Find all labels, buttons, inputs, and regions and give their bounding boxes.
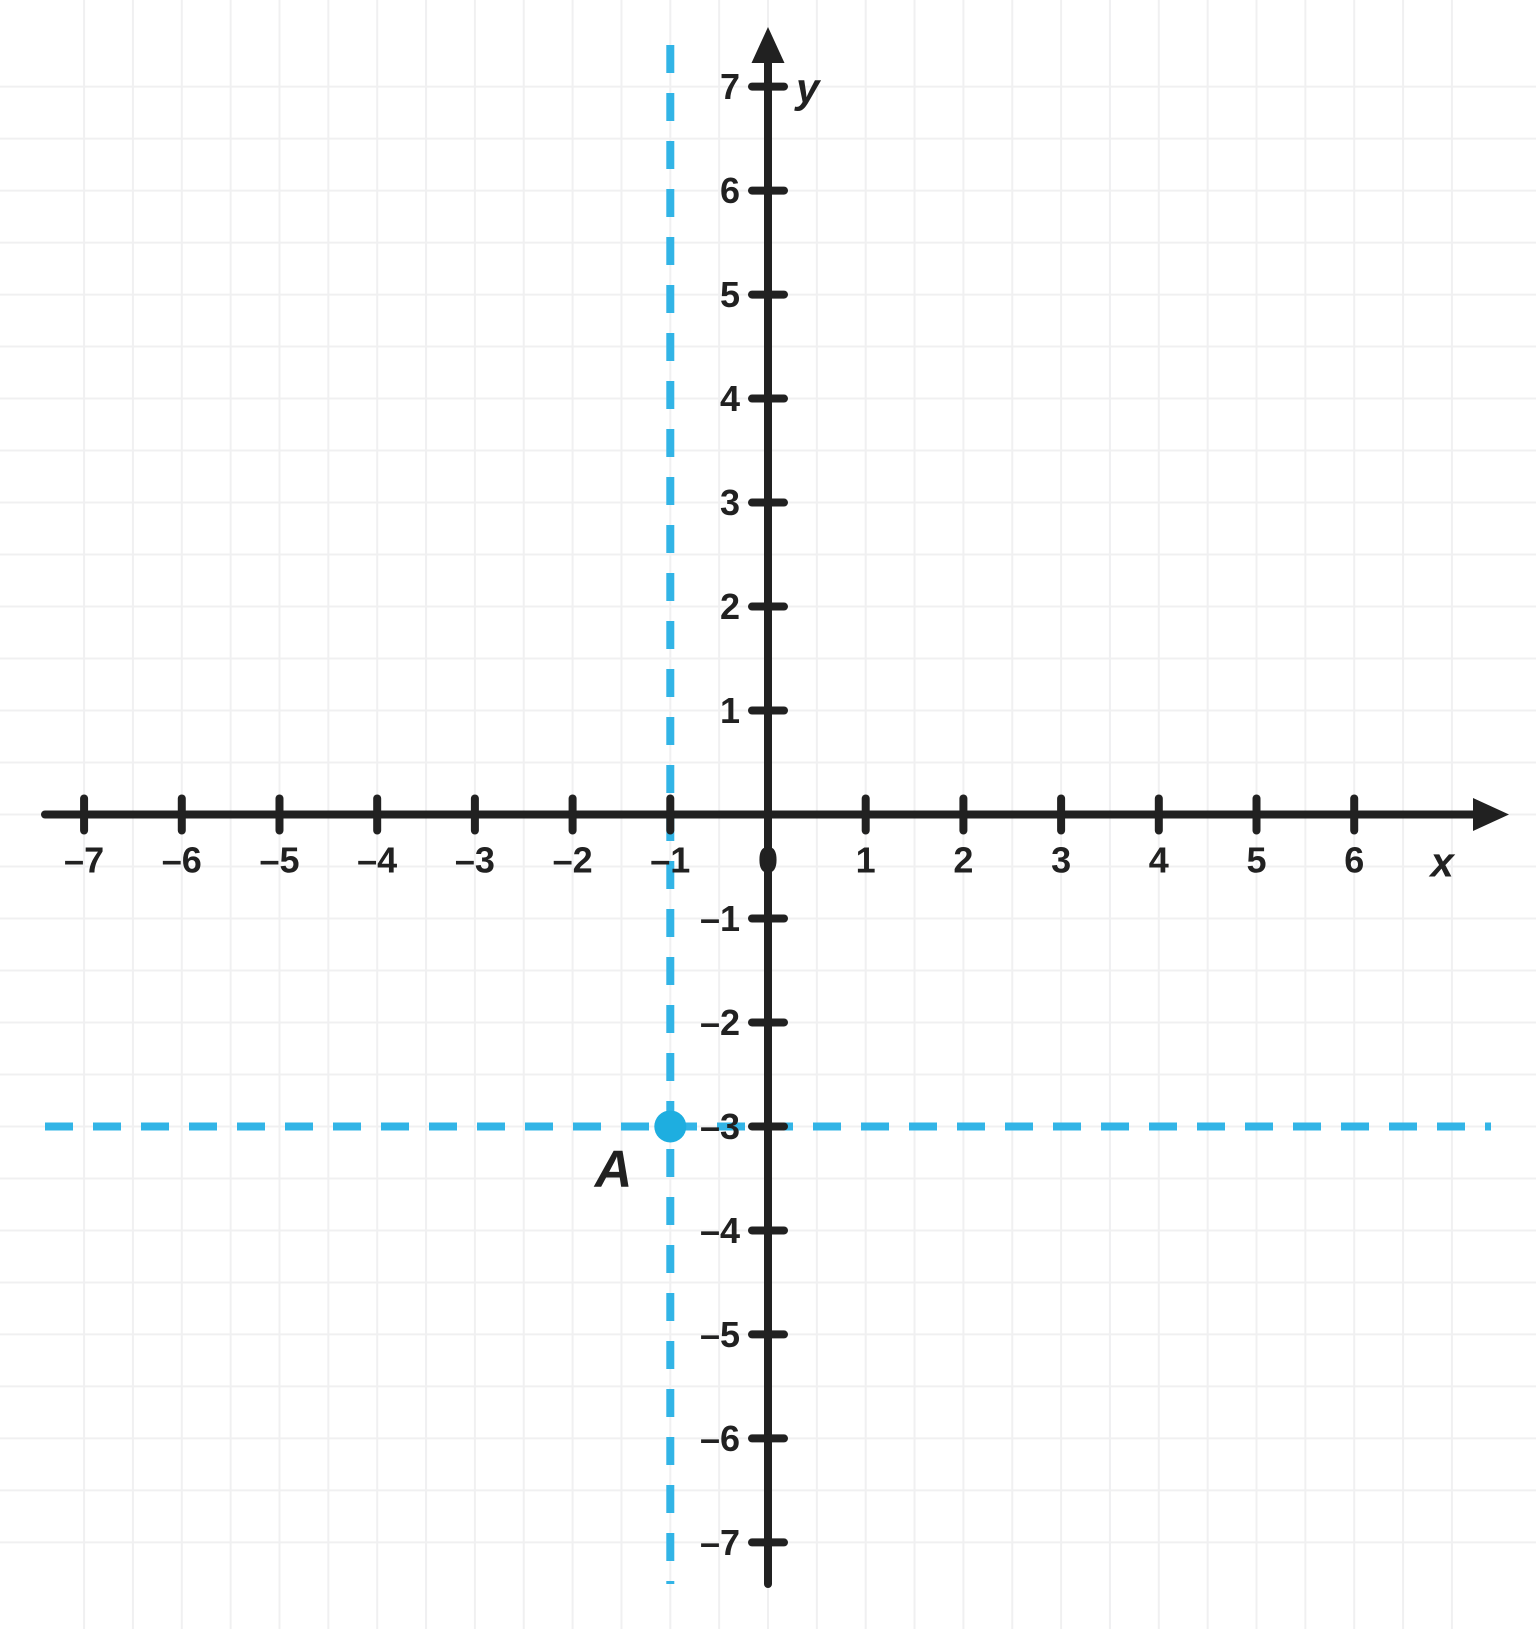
x-tick-label: 4: [1149, 840, 1169, 881]
chart-container: –7 –6 –5 –4 –3 –2 –1 0 1 2 3 4 5 6 –7 –6 –5 –4 –3 –2 –1 1 2 3 4 5…: [0, 0, 1536, 1629]
point-a-label: A: [593, 1140, 633, 1198]
y-tick-label: 1: [720, 690, 740, 731]
y-tick-label: 2: [720, 586, 740, 627]
x-tick-label: –6: [162, 840, 202, 881]
x-tick-label: –1: [650, 840, 690, 881]
y-tick-label: 5: [720, 274, 740, 315]
y-tick-label: 6: [720, 170, 740, 211]
x-tick-label: 1: [856, 840, 876, 881]
x-tick-label: –7: [64, 840, 104, 881]
x-tick-label: –5: [259, 840, 299, 881]
x-axis-label: x: [1428, 839, 1455, 886]
y-tick-label: 4: [720, 378, 740, 419]
y-tick-label: 7: [720, 66, 740, 107]
x-tick-label: 6: [1344, 840, 1364, 881]
y-tick-label: –5: [700, 1314, 740, 1355]
y-tick-label: –1: [700, 898, 740, 939]
point-a: [654, 1110, 686, 1142]
x-tick-label: –3: [455, 840, 495, 881]
coordinate-plane: –7 –6 –5 –4 –3 –2 –1 0 1 2 3 4 5 6 –7 –6 –5 –4 –3 –2 –1 1 2 3 4 5…: [0, 0, 1536, 1629]
x-tick-label: 5: [1246, 840, 1266, 881]
y-tick-label: 3: [720, 482, 740, 523]
y-tick-label: –7: [700, 1522, 740, 1563]
y-tick-label: –2: [700, 1002, 740, 1043]
y-tick-label: –3: [700, 1106, 740, 1147]
x-tick-label: 0: [758, 840, 778, 881]
x-tick-label: 2: [953, 840, 973, 881]
y-tick-label: –6: [700, 1418, 740, 1459]
y-tick-label: –4: [700, 1210, 740, 1251]
y-axis-label: y: [794, 65, 822, 112]
x-tick-label: –4: [357, 840, 397, 881]
x-tick-label: 3: [1051, 840, 1071, 881]
x-tick-label: –2: [553, 840, 593, 881]
